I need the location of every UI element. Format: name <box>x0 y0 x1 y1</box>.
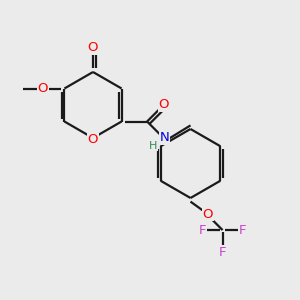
Text: F: F <box>219 246 226 259</box>
Text: O: O <box>202 208 213 221</box>
Text: O: O <box>88 41 98 54</box>
Text: O: O <box>88 133 98 146</box>
Text: O: O <box>158 98 169 111</box>
Text: F: F <box>199 224 206 237</box>
Text: H: H <box>149 140 157 151</box>
Text: F: F <box>239 224 246 237</box>
Text: O: O <box>38 82 48 95</box>
Text: N: N <box>159 131 169 144</box>
